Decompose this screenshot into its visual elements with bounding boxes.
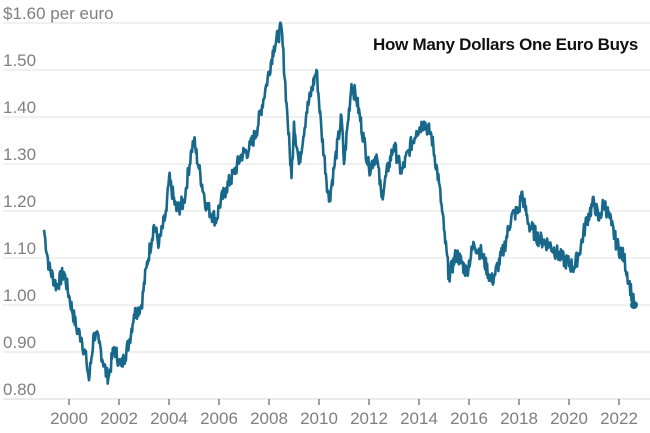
x-tick-label: 2012 xyxy=(350,409,388,428)
y-tick-label: $1.60 per euro xyxy=(3,4,114,23)
y-tick-label: 1.40 xyxy=(3,98,36,117)
y-tick-label: 1.30 xyxy=(3,145,36,164)
x-tick-label: 2014 xyxy=(400,409,438,428)
x-tick-label: 2002 xyxy=(100,409,138,428)
y-axis-labels: $1.60 per euro 1.50 1.40 1.30 1.20 1.10 1.00 0.… xyxy=(3,4,114,399)
x-tick-label: 2000 xyxy=(50,409,88,428)
x-tick-label: 2010 xyxy=(300,409,338,428)
exchange-rate-line xyxy=(42,21,636,385)
x-tick-label: 2006 xyxy=(200,409,238,428)
y-tick-label: 1.10 xyxy=(3,239,36,258)
y-tick-label: 1.20 xyxy=(3,192,36,211)
chart-title: How Many Dollars One Euro Buys xyxy=(373,35,638,54)
x-tick-label: 2016 xyxy=(450,409,488,428)
y-tick-label: 0.80 xyxy=(3,380,36,399)
x-tick-label: 2018 xyxy=(500,409,538,428)
x-tick-label: 2008 xyxy=(250,409,288,428)
gridlines xyxy=(3,22,650,400)
y-tick-label: 1.50 xyxy=(3,51,36,70)
x-tick-label: 2020 xyxy=(550,409,588,428)
y-tick-label: 1.00 xyxy=(3,286,36,305)
y-tick-label: 0.90 xyxy=(3,333,36,352)
x-tick-label: 2004 xyxy=(150,409,188,428)
x-tick-label: 2022 xyxy=(600,409,638,428)
latest-value-dot xyxy=(630,301,638,309)
x-axis: 2000 2002 2004 2006 2008 2010 2012 2014 2016 2018… xyxy=(50,399,638,428)
